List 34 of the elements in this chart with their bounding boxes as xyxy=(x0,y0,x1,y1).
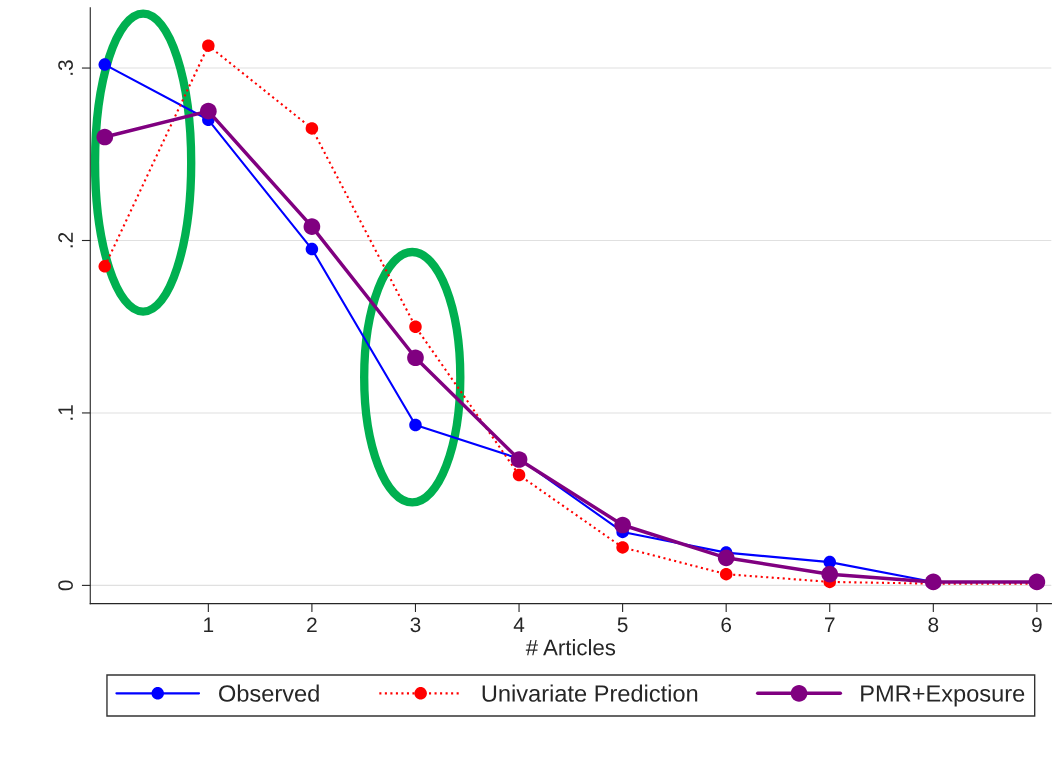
point xyxy=(616,541,629,554)
y-tick-label: .1 xyxy=(58,405,73,420)
point xyxy=(821,565,839,583)
x-tick-label: 5 xyxy=(617,617,628,633)
point xyxy=(614,516,631,534)
point xyxy=(512,468,526,482)
y-tick-label: .2 xyxy=(58,232,73,248)
x-tick-label: 6 xyxy=(721,617,732,633)
point xyxy=(305,122,319,135)
legend-label: Univariate Prediction xyxy=(482,684,698,702)
point xyxy=(409,320,422,333)
point xyxy=(719,567,733,581)
point xyxy=(98,58,112,71)
point xyxy=(200,102,217,120)
x-tick-label: 2 xyxy=(307,617,317,632)
point xyxy=(303,218,321,236)
x-tick-label: 1 xyxy=(204,617,214,632)
x-tick-label: 3 xyxy=(410,617,421,633)
point xyxy=(717,549,735,567)
point xyxy=(305,242,319,256)
point xyxy=(202,39,215,52)
y-tick-label: 0 xyxy=(58,580,73,591)
point xyxy=(98,260,112,273)
x-tick-label: 9 xyxy=(1032,617,1042,633)
legend-label: Observed xyxy=(219,684,319,702)
x-tick-label: 7 xyxy=(825,617,835,632)
point xyxy=(96,128,114,146)
x-tick-label: 4 xyxy=(513,617,525,632)
point xyxy=(407,349,424,367)
y-tick-label: .3 xyxy=(58,60,73,75)
point xyxy=(409,418,422,432)
legend-label: PMR+Exposure xyxy=(861,685,1025,707)
x-tick-label: 8 xyxy=(928,617,939,633)
x-axis-title: # Articles xyxy=(525,639,616,656)
